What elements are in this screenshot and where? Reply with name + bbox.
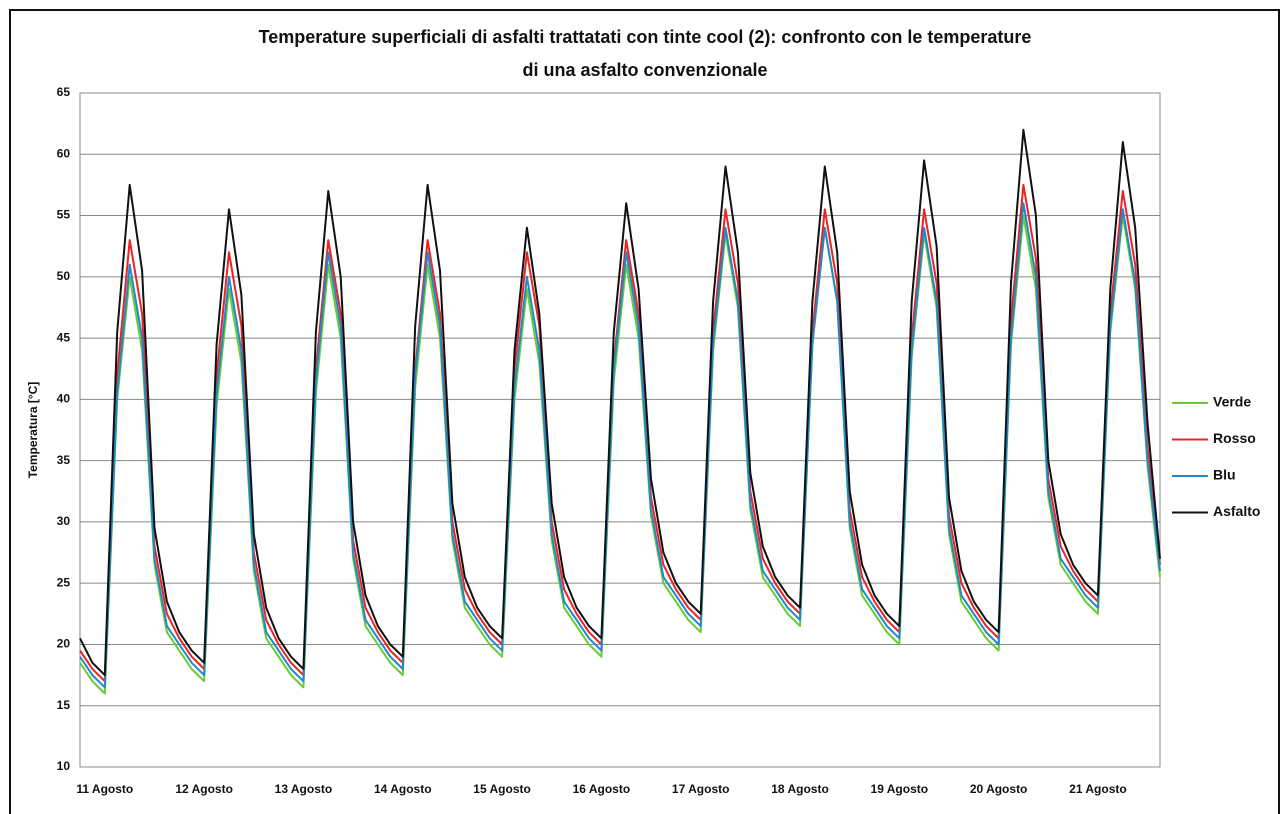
y-tick-label: 20 bbox=[57, 637, 71, 651]
y-tick-label: 15 bbox=[57, 698, 71, 712]
y-axis-title: Temperatura [°C] bbox=[26, 382, 40, 479]
y-tick-label: 30 bbox=[57, 514, 71, 528]
legend-label: Blu bbox=[1213, 467, 1236, 483]
legend-label: Verde bbox=[1213, 394, 1251, 410]
series-line bbox=[79, 214, 1161, 695]
y-tick-label: 25 bbox=[57, 575, 71, 589]
x-tick-label: 18 Agosto bbox=[771, 782, 829, 796]
y-tick-label: 65 bbox=[57, 85, 71, 99]
y-tick-label: 60 bbox=[57, 146, 71, 160]
y-tick-label: 50 bbox=[57, 269, 71, 283]
x-tick-label: 21 Agosto bbox=[1069, 782, 1127, 796]
legend-label: Asfalto bbox=[1213, 503, 1260, 519]
chart-title: di una asfalto convenzionale bbox=[522, 60, 767, 80]
y-tick-label: 10 bbox=[57, 759, 71, 773]
legend-label: Rosso bbox=[1213, 430, 1256, 446]
y-tick-label: 35 bbox=[57, 453, 71, 467]
x-tick-label: 20 Agosto bbox=[970, 782, 1028, 796]
y-tick-label: 40 bbox=[57, 392, 71, 406]
x-tick-label: 11 Agosto bbox=[76, 782, 133, 796]
y-tick-label: 45 bbox=[57, 330, 71, 344]
x-tick-label: 12 Agosto bbox=[175, 782, 233, 796]
x-tick-label: 17 Agosto bbox=[672, 782, 730, 796]
x-tick-label: 15 Agosto bbox=[473, 782, 531, 796]
series-line bbox=[79, 202, 1161, 689]
x-tick-label: 16 Agosto bbox=[573, 782, 631, 796]
x-tick-label: 13 Agosto bbox=[275, 782, 333, 796]
frame bbox=[9, 9, 1280, 814]
x-tick-label: 19 Agosto bbox=[871, 782, 929, 796]
chart-title: Temperature superficiali di asfalti trat… bbox=[259, 27, 1032, 47]
y-tick-label: 55 bbox=[57, 208, 71, 222]
x-tick-label: 14 Agosto bbox=[374, 782, 432, 796]
series-line bbox=[79, 128, 1161, 677]
plot-area bbox=[79, 92, 1161, 768]
